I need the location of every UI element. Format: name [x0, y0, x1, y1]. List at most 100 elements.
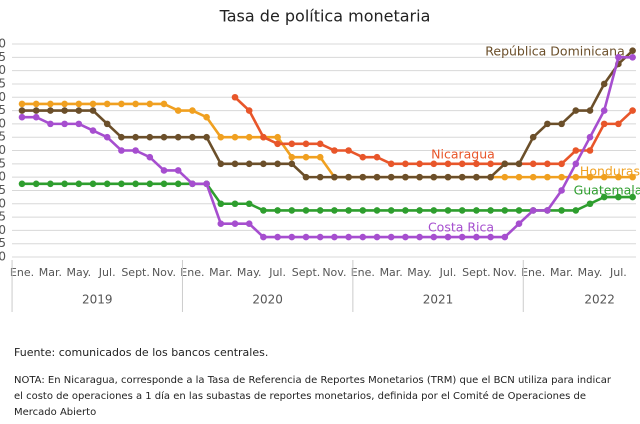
data-point: [217, 160, 225, 168]
data-point: [18, 100, 26, 108]
x-tick-label: May.: [578, 266, 603, 279]
y-tick-label: 4,5: [0, 130, 6, 144]
x-tick-label: Mar.: [209, 266, 232, 279]
data-point: [302, 140, 310, 148]
data-point: [61, 180, 68, 188]
data-point: [558, 187, 565, 194]
data-point: [473, 173, 480, 181]
data-point: [316, 153, 324, 161]
data-point: [260, 160, 267, 168]
data-point: [458, 173, 466, 181]
data-point: [203, 180, 210, 188]
data-point: [387, 173, 395, 181]
data-point: [245, 160, 253, 168]
y-tick-label: 2,5: [0, 183, 6, 197]
source: Fuente: comunicados de los bancos centra…: [14, 346, 269, 359]
x-tick-label: Ene.: [351, 266, 375, 279]
data-point: [458, 233, 466, 241]
data-point: [558, 120, 565, 128]
data-point: [132, 133, 139, 141]
y-tick-label: 1,0: [0, 223, 6, 237]
data-point: [288, 233, 296, 241]
data-point: [586, 200, 594, 208]
data-point: [302, 173, 310, 181]
data-point: [316, 173, 324, 181]
data-point: [331, 233, 338, 241]
data-point: [402, 173, 409, 181]
year-label: 2021: [423, 293, 454, 307]
data-point: [572, 160, 580, 168]
data-point: [600, 107, 608, 114]
x-tick-label: Sept.: [292, 266, 321, 279]
year-label: 2019: [82, 293, 113, 307]
data-point: [18, 180, 26, 188]
x-tick-label: Jul.: [439, 266, 457, 279]
data-point: [402, 207, 409, 214]
data-point: [487, 160, 494, 168]
data-point: [359, 207, 367, 214]
y-tick-label: 7,0: [0, 63, 6, 77]
data-point: [231, 200, 239, 208]
data-point: [473, 233, 480, 241]
data-point: [586, 147, 594, 154]
data-point: [529, 160, 537, 168]
data-point: [430, 207, 438, 214]
y-tick-label: 6,5: [0, 76, 6, 90]
data-point: [444, 160, 452, 168]
data-point: [629, 193, 636, 201]
data-point: [132, 147, 139, 154]
data-point: [416, 207, 423, 214]
data-point: [501, 173, 509, 181]
y-tick-label: 0,5: [0, 236, 6, 250]
data-point: [387, 233, 395, 241]
data-point: [473, 207, 480, 214]
data-point: [558, 207, 565, 214]
series-label: Nicaragua: [431, 147, 495, 162]
data-point: [515, 160, 523, 168]
data-point: [160, 180, 168, 188]
data-point: [586, 173, 594, 181]
data-point: [458, 160, 466, 168]
data-point: [302, 233, 310, 241]
series-label: República Dominicana: [485, 44, 625, 59]
data-point: [103, 120, 111, 128]
data-point: [345, 233, 352, 241]
data-point: [615, 120, 622, 128]
data-point: [231, 160, 239, 168]
data-point: [245, 200, 253, 208]
data-point: [501, 160, 509, 168]
data-point: [302, 207, 310, 214]
x-tick-label: Sept.: [462, 266, 491, 279]
data-point: [18, 107, 26, 114]
data-point: [18, 113, 26, 121]
data-point: [373, 233, 381, 241]
data-point: [345, 147, 352, 154]
data-point: [61, 120, 68, 128]
data-point: [331, 173, 338, 181]
data-point: [529, 207, 537, 214]
y-tick-label: 0,0: [0, 250, 6, 264]
data-point: [75, 107, 83, 114]
data-point: [387, 160, 395, 168]
data-point: [430, 233, 438, 241]
x-tick-label: Mar.: [39, 266, 62, 279]
data-point: [387, 207, 395, 214]
data-point: [288, 207, 296, 214]
data-point: [444, 173, 452, 181]
data-point: [586, 107, 594, 114]
data-point: [118, 100, 125, 108]
data-point: [75, 120, 83, 128]
data-point: [260, 207, 267, 214]
y-tick-label: 5,5: [0, 103, 6, 117]
data-point: [288, 140, 296, 148]
data-point: [529, 173, 537, 181]
data-point: [89, 107, 97, 114]
data-point: [629, 47, 636, 54]
data-point: [444, 233, 452, 241]
data-point: [544, 160, 551, 168]
data-point: [118, 180, 125, 188]
data-point: [629, 54, 636, 61]
data-point: [189, 107, 196, 114]
data-point: [359, 173, 367, 181]
